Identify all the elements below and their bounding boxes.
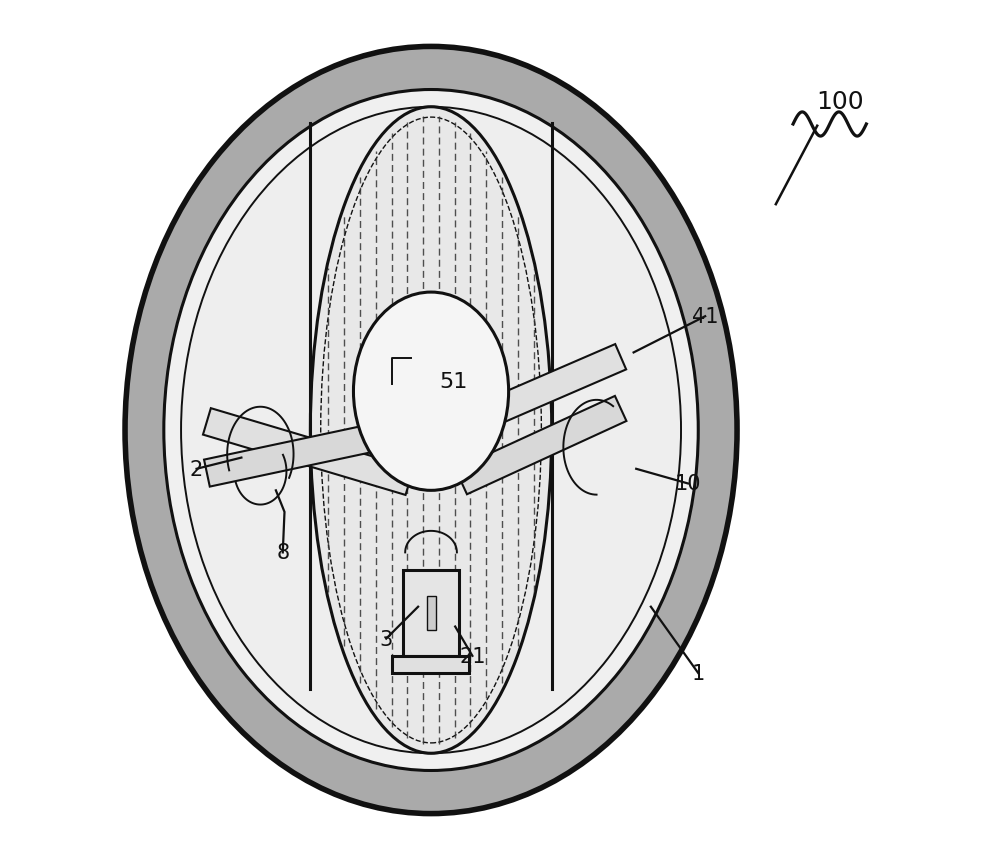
Text: 3: 3	[380, 629, 393, 649]
Polygon shape	[456, 344, 626, 439]
Ellipse shape	[353, 293, 509, 491]
Ellipse shape	[125, 47, 737, 814]
Bar	[392, 656, 469, 673]
Ellipse shape	[164, 90, 698, 771]
Text: 10: 10	[675, 474, 701, 494]
Text: 100: 100	[817, 90, 864, 114]
Ellipse shape	[310, 108, 552, 753]
Polygon shape	[204, 417, 412, 487]
Text: 2: 2	[190, 459, 203, 480]
Text: 21: 21	[459, 646, 486, 666]
Text: 1: 1	[692, 663, 705, 684]
Polygon shape	[455, 396, 626, 495]
Bar	[403, 570, 459, 656]
Bar	[427, 596, 436, 630]
Text: 8: 8	[276, 542, 289, 563]
Polygon shape	[203, 409, 413, 495]
Text: 51: 51	[440, 371, 468, 392]
Text: 41: 41	[692, 307, 718, 327]
Ellipse shape	[181, 108, 681, 753]
